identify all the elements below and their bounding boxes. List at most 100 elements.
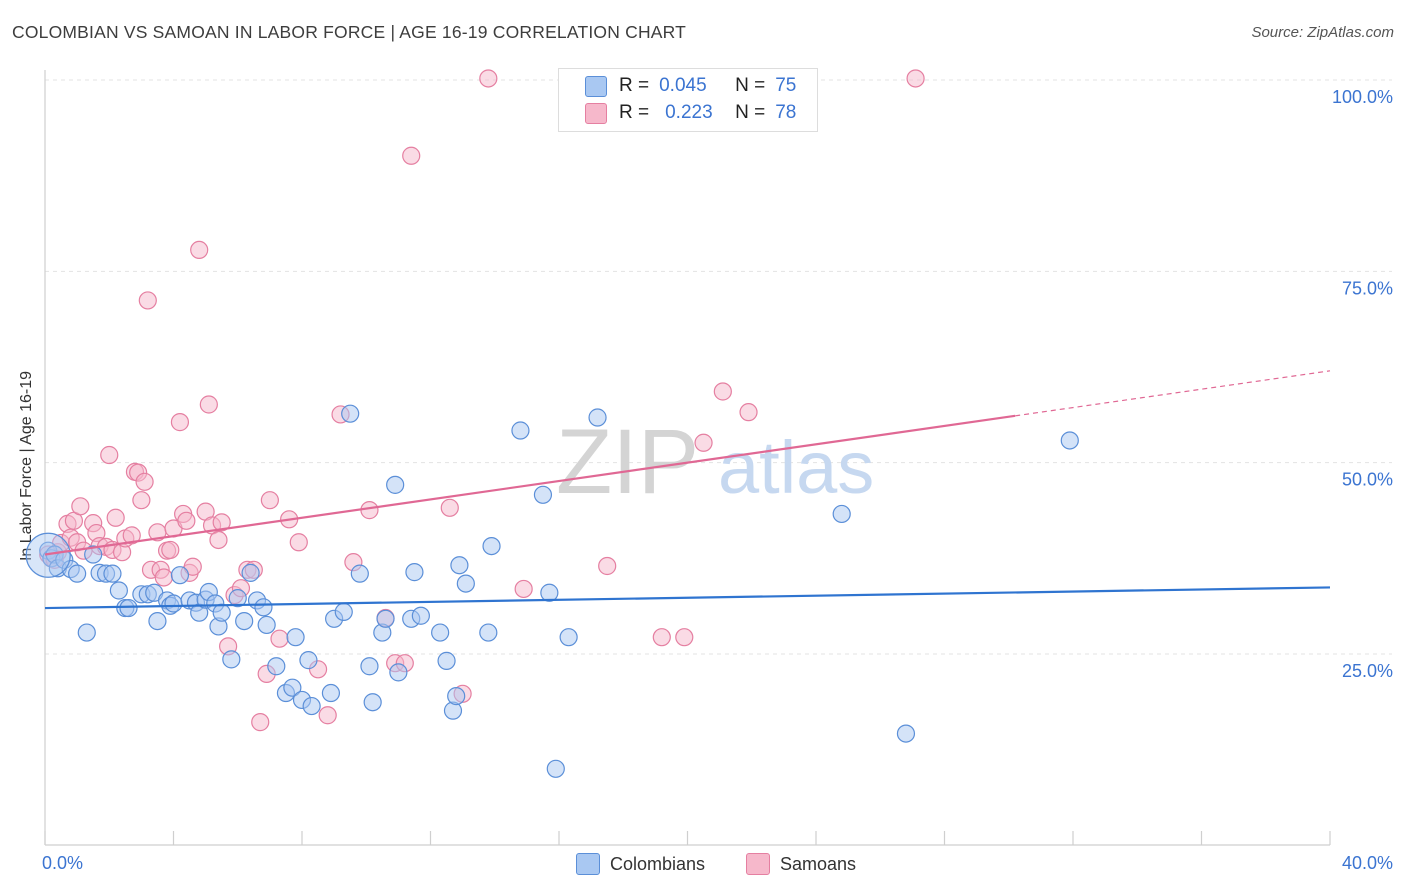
data-point <box>405 563 424 582</box>
data-point <box>559 628 578 647</box>
data-point <box>540 583 559 602</box>
data-point <box>386 475 405 494</box>
legend-row-colombians: R = 0.045 N = 75 <box>585 73 796 99</box>
bottom-legend-swatch-blue <box>576 853 600 875</box>
samoans-trend-extension <box>1015 370 1331 417</box>
data-point <box>100 445 119 465</box>
data-point <box>896 724 916 743</box>
legend-r-value: 0.045 <box>659 75 707 96</box>
data-point <box>190 240 209 260</box>
y-tick-label: 75.0% <box>1342 278 1393 298</box>
legend-r-value: 0.223 <box>665 102 713 123</box>
bottom-legend-samoans: Samoans <box>746 852 856 876</box>
data-point <box>376 609 395 628</box>
data-point <box>363 693 382 712</box>
data-point <box>1060 431 1079 450</box>
data-point <box>437 651 456 670</box>
data-point <box>235 611 254 631</box>
data-point <box>260 491 279 510</box>
data-point <box>209 530 228 550</box>
bottom-legend-label: Samoans <box>780 853 857 874</box>
data-point <box>241 563 260 582</box>
stats-legend: R = 0.045 N = 75 R = 0.223 N = 78 <box>558 68 818 132</box>
colombians-points <box>25 404 1079 778</box>
data-point <box>350 564 369 583</box>
data-point <box>479 69 498 88</box>
legend-r-label: R = <box>619 75 650 96</box>
data-point <box>456 574 475 593</box>
data-point <box>302 696 321 716</box>
legend-swatch-blue <box>585 75 607 97</box>
data-point <box>183 557 202 576</box>
data-point <box>360 501 379 520</box>
data-point <box>68 564 87 583</box>
source-label: Source: ZipAtlas.com <box>1251 24 1394 41</box>
data-point <box>533 485 553 504</box>
data-point <box>138 291 157 310</box>
samoans-trend-line <box>44 414 1016 556</box>
data-point <box>212 513 231 532</box>
watermark: ZIP atlas <box>556 411 874 513</box>
data-point <box>431 623 450 642</box>
data-point <box>511 421 530 440</box>
data-point <box>440 498 459 517</box>
data-point <box>546 759 565 778</box>
data-point <box>132 491 151 510</box>
data-point <box>161 540 180 560</box>
data-point <box>360 657 379 676</box>
samoans-points <box>39 69 925 732</box>
bottom-legend-swatch-pink <box>746 853 770 875</box>
tick-labels: 25.0% 50.0% 75.0% 100.0% 0.0% 40.0% <box>42 87 1393 873</box>
grid-lines <box>45 79 1392 655</box>
data-point <box>267 657 286 676</box>
data-point <box>713 382 732 401</box>
bottom-legend-colombians: Colombians <box>576 852 705 876</box>
data-point <box>170 566 190 585</box>
y-tick-label: 100.0% <box>1332 87 1393 107</box>
data-point <box>389 663 408 682</box>
data-point <box>289 533 308 552</box>
data-point <box>447 686 466 706</box>
colombians-trend-line <box>44 586 1331 610</box>
data-point <box>588 408 607 427</box>
data-point <box>286 628 305 647</box>
data-point <box>177 511 196 530</box>
data-point <box>906 69 925 88</box>
data-point <box>119 598 138 618</box>
data-point <box>514 579 533 599</box>
data-point <box>321 683 341 703</box>
legend-n-label: N = <box>735 75 766 96</box>
data-point <box>257 615 276 635</box>
data-point <box>164 594 183 613</box>
data-point <box>222 650 241 669</box>
chart-title: COLOMBIAN VS SAMOAN IN LABOR FORCE | AGE… <box>12 22 687 42</box>
data-point <box>411 606 430 625</box>
data-point <box>299 651 318 670</box>
data-point <box>212 603 231 622</box>
data-point <box>77 623 96 642</box>
data-point <box>482 536 501 556</box>
data-point <box>122 526 141 545</box>
data-point <box>318 706 337 725</box>
axes <box>44 70 1331 846</box>
data-point <box>170 413 190 432</box>
legend-n-value: 78 <box>775 102 797 123</box>
trend-lines <box>44 370 1331 610</box>
legend-swatch-pink <box>585 102 607 124</box>
data-point <box>598 556 617 576</box>
x-tick-label: 40.0% <box>1342 853 1393 873</box>
data-point <box>199 395 218 414</box>
data-point <box>251 713 270 732</box>
legend-r-label: R = <box>619 102 650 123</box>
y-tick-label: 25.0% <box>1342 661 1393 681</box>
data-point <box>652 628 671 647</box>
x-tick-label: 0.0% <box>42 853 83 873</box>
watermark-zip: ZIP <box>556 411 699 513</box>
data-point <box>154 568 173 587</box>
data-point <box>135 472 154 491</box>
data-point <box>103 564 122 583</box>
data-point <box>402 146 421 165</box>
data-point <box>450 556 469 575</box>
data-point <box>334 602 353 622</box>
